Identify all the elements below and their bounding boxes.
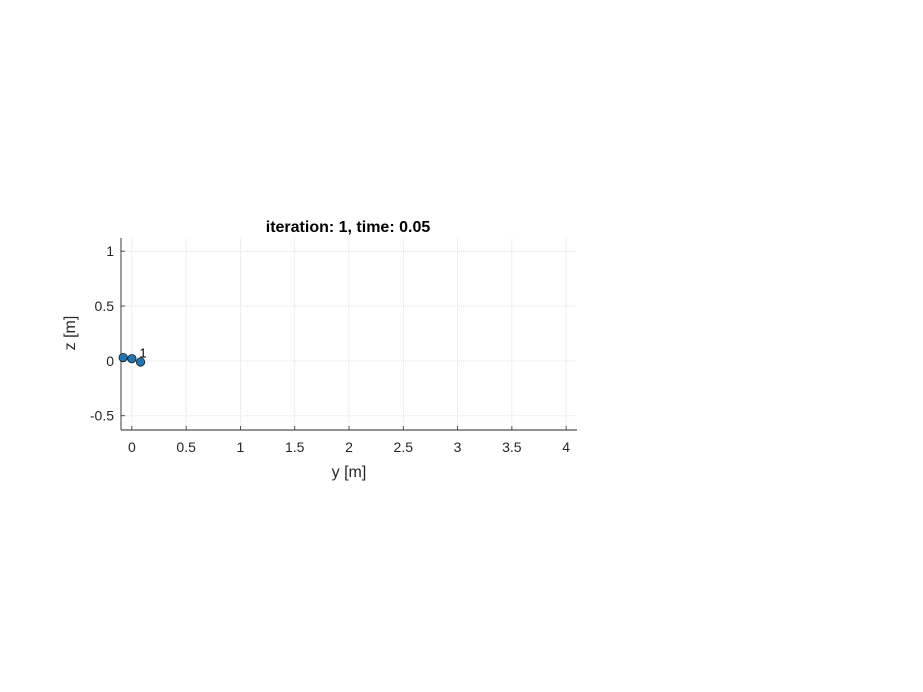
x-tick-label: 3 <box>454 439 462 455</box>
x-tick-label: 3.5 <box>502 439 522 455</box>
x-tick-label: 4 <box>562 439 570 455</box>
point-annotation: 1 <box>139 345 146 360</box>
plot-area: 0 0.5 1 1.5 2 2.5 3 3.5 4 -0.5 0 0.5 1 1 <box>90 238 577 455</box>
x-tick-label: 0 <box>128 439 136 455</box>
data-point <box>135 357 146 367</box>
data-points <box>118 352 146 367</box>
x-axis-label: y [m] <box>332 464 367 481</box>
y-axis-label: z [m] <box>62 316 79 351</box>
chart-title: iteration: 1, time: 0.05 <box>266 219 431 236</box>
x-tick-label: 1 <box>237 439 245 455</box>
y-tick-label: 1 <box>106 243 114 259</box>
y-tick-label: 0 <box>106 353 114 369</box>
data-point <box>118 352 128 363</box>
ticks: 0 0.5 1 1.5 2 2.5 3 3.5 4 -0.5 0 0.5 1 <box>90 243 570 455</box>
y-tick-label: 0.5 <box>95 298 115 314</box>
x-tick-label: 2 <box>345 439 353 455</box>
grid <box>121 238 577 430</box>
data-point <box>127 354 137 364</box>
x-tick-label: 2.5 <box>394 439 414 455</box>
y-tick-label: -0.5 <box>90 408 114 424</box>
x-tick-label: 0.5 <box>176 439 196 455</box>
annotations: 1 <box>139 345 146 360</box>
x-tick-label: 1.5 <box>285 439 305 455</box>
